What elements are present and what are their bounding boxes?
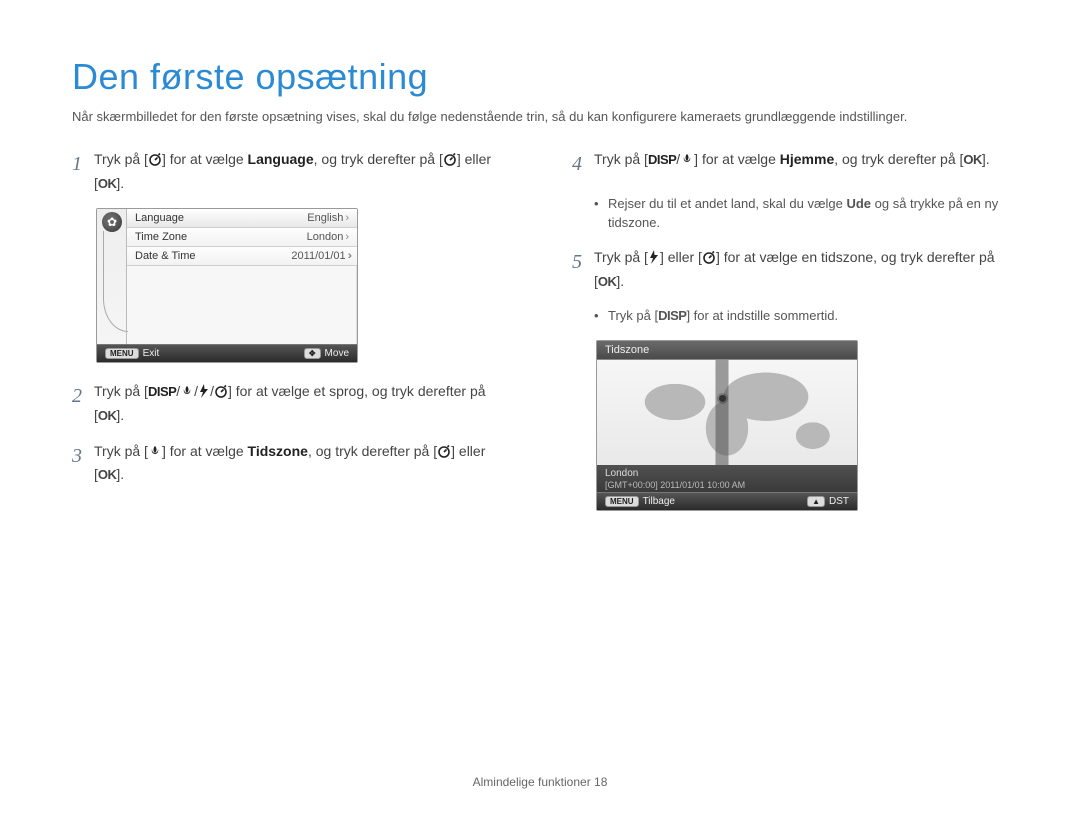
bar-back: Tilbage [643,496,675,507]
navpad-chip: ✥ [304,348,321,359]
intro-text: Når skærmbilledet for den første opsætni… [72,108,1008,127]
step-2: 2 Tryk på [DISP///] for at vælge et spro… [72,381,508,426]
ok-icon: OK [98,467,117,482]
row-label: Language [135,212,184,224]
step-2-text: Tryk på [ [94,383,148,399]
flash-icon [648,249,660,271]
ok-icon: OK [598,274,617,289]
timer-icon [443,151,457,173]
ok-icon: OK [98,408,117,423]
settings-row-datetime: Date & Time 2011/01/01›› [127,247,357,266]
flash-icon [198,383,210,405]
ok-icon: OK [98,176,117,191]
row-value: London [307,231,344,243]
step-4-bold: Hjemme [780,151,834,167]
step-3: 3 Tryk på [] for at vælge Tidszone, og t… [72,441,508,486]
left-column: 1 Tryk på [] for at vælge Language, og t… [72,149,508,512]
tz-info: London [GMT+00:00] 2011/01/01 10:00 AM [597,465,857,493]
up-chip: ▲ [807,496,825,507]
macro-icon [180,383,194,405]
step-1-bold: Language [248,151,314,167]
tz-gmt: [GMT+00:00] 2011/01/01 10:00 AM [605,480,849,492]
disp-icon: DISP [648,152,676,167]
gear-icon: ✿ [102,212,122,232]
row-value: 2011/01/01 [291,250,345,262]
row-label: Date & Time [135,250,196,262]
step-1: 1 Tryk på [ ] for at vælge Language, og t… [72,149,508,194]
timer-icon [148,151,162,173]
step-4-num: 4 [572,149,594,180]
macro-icon [680,151,694,173]
step-1-text-e: ]. [116,175,124,191]
settings-row-language: Language English› [127,209,357,228]
timer-icon [702,249,716,271]
disp-icon: DISP [148,384,176,399]
step-4: 4 Tryk på [DISP/] for at vælge Hjemme, o… [572,149,1008,180]
row-value: English [307,212,343,224]
menu-chip: MENU [105,348,139,359]
page-title: Den første opsætning [72,56,1008,98]
tz-bottom-bar: MENU Tilbage ▲ DST [597,492,857,510]
row-label: Time Zone [135,231,187,243]
step-1-text-a: Tryk på [ [94,151,148,167]
disp-icon: DISP [658,308,686,323]
bar-exit: Exit [143,348,160,359]
tz-city: London [605,467,849,480]
bar-dst: DST [829,496,849,507]
step-1-text-c: , og tryk derefter på [ [314,151,443,167]
step-4-sub: Rejser du til et andet land, skal du væl… [594,194,1008,233]
step-5-num: 5 [572,247,594,292]
step-3-num: 3 [72,441,94,486]
menu-chip: MENU [605,496,639,507]
tz-title: Tidszone [597,341,857,360]
settings-bottom-bar: MENU Exit ✥ Move [97,344,357,362]
bar-move: Move [325,348,349,359]
ok-icon: OK [963,152,982,167]
settings-list: Language English› Time Zone London› Date… [127,209,357,344]
settings-row-timezone: Time Zone London› [127,228,357,247]
timer-icon [214,383,228,405]
settings-screenshot: ✿ Language English› Time Zone London› [96,208,358,363]
macro-icon [148,443,162,465]
step-1-text-b: ] for at vælge [162,151,248,167]
step-5: 5 Tryk på [] eller [] for at vælge en ti… [572,247,1008,292]
page-footer: Almindelige funktioner 18 [0,775,1080,789]
step-5-sub: Tryk på [DISP] for at indstille sommerti… [594,306,1008,326]
step-1-num: 1 [72,149,94,194]
step-2-num: 2 [72,381,94,426]
map-marker-icon [719,395,726,402]
step-3-bold: Tidszone [248,443,308,459]
right-column: 4 Tryk på [DISP/] for at vælge Hjemme, o… [572,149,1008,512]
world-map [597,360,857,465]
timezone-screenshot: Tidszone London [GMT+00:00] 2011/01/01 1… [596,340,858,512]
timer-icon [437,443,451,465]
